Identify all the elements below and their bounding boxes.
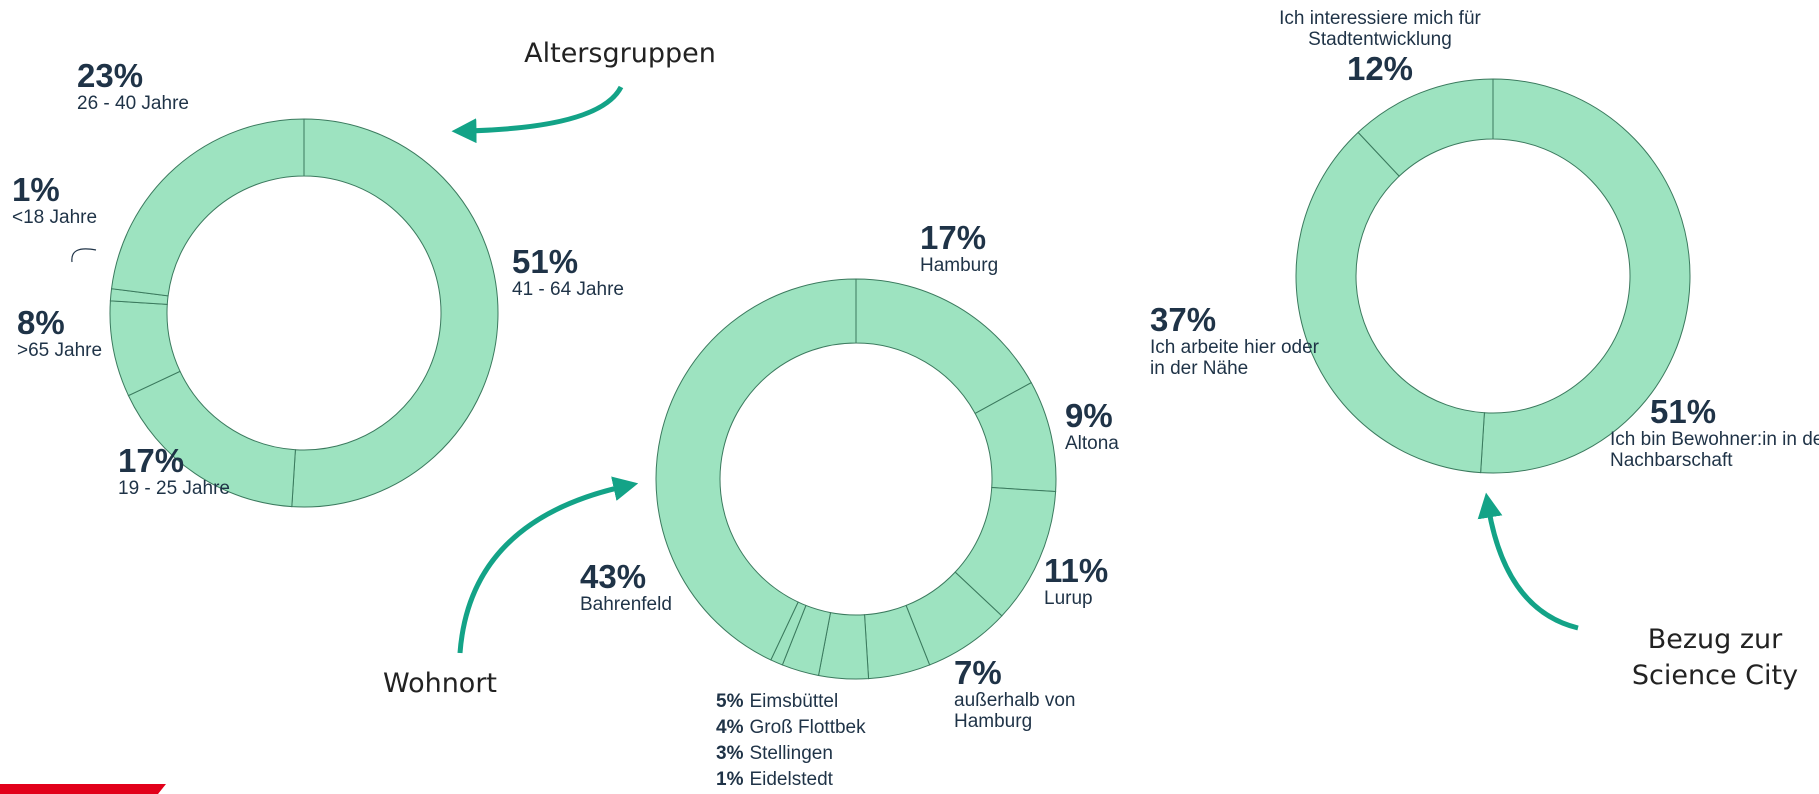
slice-label: 17% Hamburg xyxy=(920,219,1120,277)
chart-title: Bezug zur Science City xyxy=(1600,622,1819,695)
arrow xyxy=(457,476,639,654)
slice-label: 51% Ich bin Bewohner:in in der Nachbarsch… xyxy=(1610,393,1819,472)
category-label: 26 - 40 Jahre xyxy=(77,93,189,115)
category-label: außerhalb von Hamburg xyxy=(954,690,1076,733)
slice-label: 1% <18 Jahre xyxy=(12,171,212,229)
legend-row: 3% Stellingen xyxy=(716,742,866,765)
value-label: 17% xyxy=(920,219,987,256)
category-label: Bahrenfeld xyxy=(580,594,672,616)
arrow xyxy=(1477,492,1579,631)
title-text: Wohnort xyxy=(382,668,498,699)
value-label: 9% xyxy=(1065,397,1113,434)
category-label: Groß Flottbek xyxy=(749,716,866,738)
slice-label: Ich interessiere mich für Stadtentwicklu… xyxy=(1270,8,1490,87)
value-label: 5% xyxy=(716,691,744,712)
value-label: 43% xyxy=(580,558,647,595)
slice-label: 9% Altona xyxy=(1065,397,1265,455)
value-label: 3% xyxy=(716,742,744,764)
legend-row: 1% Eidelstedt xyxy=(716,768,866,791)
legend-list: 5% Eimsbüttel 4% Groß Flottbek 3% Stellingen 1… xyxy=(716,691,866,794)
arrow xyxy=(451,85,624,144)
title-text: Altersgruppen xyxy=(524,38,716,69)
donut-slice xyxy=(1295,131,1485,474)
value-label: 23% xyxy=(77,57,144,94)
value-label: 7% xyxy=(954,654,1002,691)
value-label: 17% xyxy=(118,442,185,479)
category-label: Hamburg xyxy=(920,255,999,277)
chart-title: Wohnort xyxy=(340,666,540,702)
value-label: 12% xyxy=(1346,49,1414,87)
value-label: 1% xyxy=(12,171,60,208)
title-text: Bezug zur Science City xyxy=(1631,624,1799,692)
slice-label: 51% 41 - 64 Jahre xyxy=(512,243,712,301)
slice-label: 7% außerhalb von Hamburg xyxy=(954,654,1114,733)
value-label: 37% xyxy=(1150,301,1217,338)
pointer xyxy=(71,248,97,263)
donut-slice xyxy=(1357,78,1494,177)
legend-row: 4% Groß Flottbek xyxy=(716,716,866,739)
value-label: 51% xyxy=(512,243,579,280)
donut-slice xyxy=(1480,78,1691,474)
slice-label: 17% 19 - 25 Jahre xyxy=(118,442,318,500)
category-label: Eimsbüttel xyxy=(749,691,839,712)
donut-slice xyxy=(291,118,499,508)
chart-title: Altersgruppen xyxy=(470,36,770,72)
category-label: 19 - 25 Jahre xyxy=(118,478,230,500)
value-label: 51% xyxy=(1650,393,1717,430)
slice-label: 11% Lurup xyxy=(1044,552,1244,610)
category-label: Ich interessiere mich für Stadtentwicklu… xyxy=(1279,8,1481,50)
category-label: Ich bin Bewohner:in in der Nachbarschaft xyxy=(1610,429,1819,472)
category-label: >65 Jahre xyxy=(17,340,103,362)
category-label: Altona xyxy=(1065,433,1119,455)
donut-slice xyxy=(655,278,857,661)
category-label: <18 Jahre xyxy=(12,207,98,229)
slice-label: 8% >65 Jahre xyxy=(17,304,217,362)
category-label: Eidelstedt xyxy=(749,768,833,790)
value-label: 11% xyxy=(1044,552,1109,589)
slice-label: 23% 26 - 40 Jahre xyxy=(77,57,277,115)
category-label: 41 - 64 Jahre xyxy=(512,279,624,301)
value-label: 8% xyxy=(17,304,65,341)
category-label: Stellingen xyxy=(749,742,833,764)
donut-slice xyxy=(110,118,305,297)
category-label: Ich arbeite hier oder in der Nähe xyxy=(1150,337,1319,380)
slice-label: 37% Ich arbeite hier oder in der Nähe xyxy=(1150,301,1325,380)
value-label: 4% xyxy=(716,716,744,738)
slice-label: 43% Bahrenfeld xyxy=(580,558,780,616)
category-label: Lurup xyxy=(1044,588,1093,610)
value-label: 1% xyxy=(716,768,744,790)
donut-slice xyxy=(855,278,1032,415)
accent-bar xyxy=(0,784,166,794)
legend-row: 5% Eimsbüttel xyxy=(716,691,866,713)
